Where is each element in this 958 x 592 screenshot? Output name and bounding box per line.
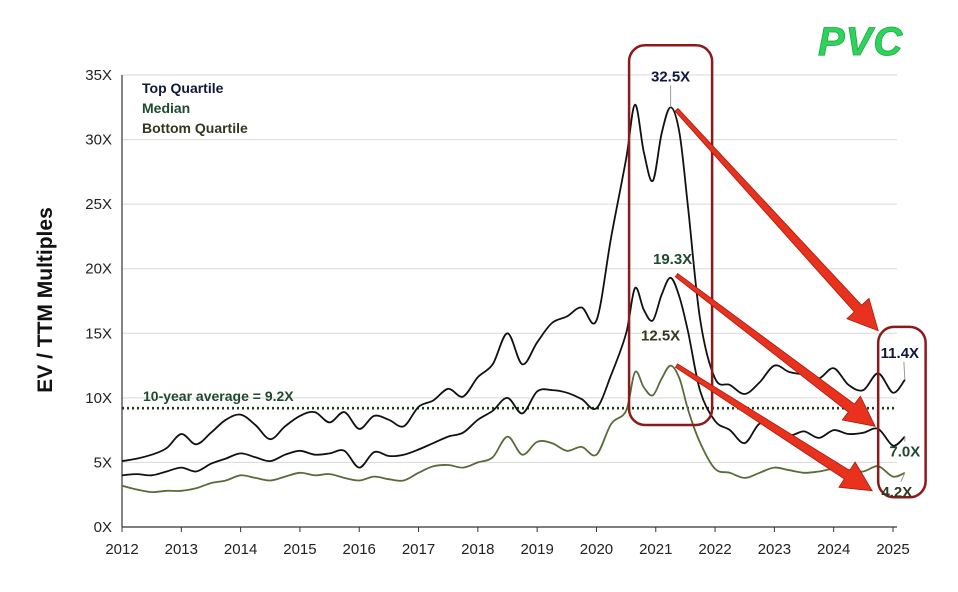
- series-line-bottom-quartile: [121, 364, 906, 494]
- highlight-box-peak-box: [627, 44, 714, 427]
- y-tick-label-35: 35X: [85, 67, 112, 84]
- series-line-top-quartile: [121, 103, 906, 462]
- x-tick-label-2017: 2017: [402, 541, 435, 558]
- annotation-bottom-end: 4.2X: [881, 484, 912, 501]
- x-tick-label-2015: 2015: [283, 541, 316, 558]
- legend: Top Quartile Median Bottom Quartile: [142, 80, 248, 136]
- x-tick-label-2022: 2022: [698, 541, 731, 558]
- y-axis-label: EV / TTM Multiples: [34, 207, 57, 393]
- x-tick-label-2024: 2024: [817, 541, 850, 558]
- x-tick-label-2019: 2019: [520, 541, 553, 558]
- x-tick-label-2014: 2014: [224, 541, 257, 558]
- arrow-layer: [674, 107, 879, 492]
- annotation-leader-top-end: [903, 361, 906, 380]
- annotation-median-peak: 19.3X: [653, 251, 692, 268]
- series-line-median: [121, 276, 906, 477]
- grid-layer: [122, 74, 897, 463]
- highlight-box-end-box: [876, 325, 927, 499]
- x-tick-label-2018: 2018: [461, 541, 494, 558]
- axis-layer: 0X 5X 10X 15X 20X 25X 30X 35X 2012 2013 2014 2015 20…: [85, 67, 909, 558]
- x-tick-label-2023: 2023: [758, 541, 791, 558]
- legend-entry-median: Median: [142, 100, 190, 116]
- y-tick-label-0: 0X: [94, 519, 112, 536]
- annotation-layer: 32.5X 19.3X 12.5X 11.4X 7.0X 4.2X: [641, 68, 920, 500]
- reference-line-layer: 10-year average = 9.2X: [122, 388, 897, 410]
- arrow-top: [674, 107, 879, 332]
- logo-text: PVC: [818, 20, 903, 64]
- legend-entry-top-quartile: Top Quartile: [142, 80, 224, 96]
- x-tick-label-2016: 2016: [343, 541, 376, 558]
- x-tick-label-2013: 2013: [165, 541, 198, 558]
- logo: PVC: [818, 20, 903, 65]
- reference-line-label: 10-year average = 9.2X: [143, 388, 294, 404]
- y-tick-label-15: 15X: [85, 325, 112, 342]
- arrow-median: [674, 273, 876, 427]
- x-tick-label-2025: 2025: [876, 541, 909, 558]
- y-tick-label-20: 20X: [85, 261, 112, 278]
- legend-entry-bottom-quartile: Bottom Quartile: [142, 120, 248, 136]
- annotation-top-peak: 32.5X: [651, 68, 690, 85]
- annotation-top-end: 11.4X: [881, 345, 919, 362]
- y-tick-label-10: 10X: [85, 390, 112, 407]
- annotation-bottom-peak: 12.5X: [641, 328, 680, 345]
- arrow-bottom: [674, 363, 873, 492]
- y-tick-label-30: 30X: [85, 132, 112, 149]
- x-tick-label-2012: 2012: [105, 541, 138, 558]
- annotation-leader-bottom-end: [900, 472, 906, 482]
- highlight-box-layer: [627, 44, 927, 499]
- annotation-median-end: 7.0X: [889, 444, 920, 461]
- y-tick-label-25: 25X: [85, 196, 112, 213]
- x-tick-label-2021: 2021: [639, 541, 672, 558]
- y-tick-label-5: 5X: [94, 454, 112, 471]
- x-tick-label-2020: 2020: [580, 541, 613, 558]
